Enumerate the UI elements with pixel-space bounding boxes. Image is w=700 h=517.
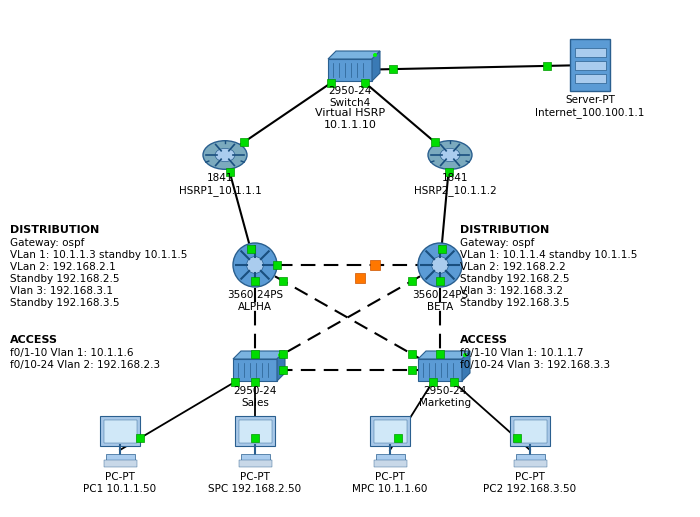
Text: Gateway: ospf: Gateway: ospf (10, 238, 85, 248)
FancyBboxPatch shape (104, 419, 136, 443)
Circle shape (418, 243, 462, 287)
Text: f0/10-24 Vlan 3: 192.168.3.3: f0/10-24 Vlan 3: 192.168.3.3 (460, 360, 610, 370)
Text: ACCESS: ACCESS (10, 335, 58, 345)
Polygon shape (328, 51, 380, 59)
Text: f0/10-24 Vlan 2: 192.168.2.3: f0/10-24 Vlan 2: 192.168.2.3 (10, 360, 160, 370)
Text: 1841
HSRP2_10.1.1.2: 1841 HSRP2_10.1.1.2 (414, 173, 496, 195)
Text: DISTRIBUTION: DISTRIBUTION (460, 225, 550, 235)
Text: Gateway: ospf: Gateway: ospf (460, 238, 534, 248)
FancyBboxPatch shape (575, 48, 606, 56)
Polygon shape (418, 351, 470, 359)
Text: Server-PT
Internet_100.100.1.1: Server-PT Internet_100.100.1.1 (536, 95, 645, 117)
Polygon shape (328, 59, 372, 81)
FancyBboxPatch shape (100, 416, 140, 446)
FancyBboxPatch shape (104, 460, 136, 466)
Text: PC-PT
PC2 192.168.3.50: PC-PT PC2 192.168.3.50 (484, 472, 577, 494)
FancyBboxPatch shape (235, 416, 275, 446)
FancyBboxPatch shape (514, 419, 547, 443)
Text: Vlan 3: 192.168.3.2: Vlan 3: 192.168.3.2 (460, 286, 563, 296)
Circle shape (432, 256, 449, 273)
Text: 3560|24PS
BETA: 3560|24PS BETA (412, 290, 468, 312)
Polygon shape (418, 359, 462, 381)
Text: f0/1-10 Vlan 1: 10.1.1.6: f0/1-10 Vlan 1: 10.1.1.6 (10, 348, 134, 358)
Text: PC-PT
MPC 10.1.1.60: PC-PT MPC 10.1.1.60 (352, 472, 428, 494)
FancyBboxPatch shape (375, 453, 405, 460)
Text: Standby 192.168.3.5: Standby 192.168.3.5 (10, 298, 120, 308)
Text: 1841
HSRP1_10.1.1.1: 1841 HSRP1_10.1.1.1 (178, 173, 261, 195)
FancyBboxPatch shape (106, 453, 134, 460)
Circle shape (246, 256, 263, 273)
Text: Virtual HSRP
10.1.1.10: Virtual HSRP 10.1.1.10 (315, 108, 385, 130)
Text: 2950-24
Switch4: 2950-24 Switch4 (328, 86, 372, 108)
FancyBboxPatch shape (374, 419, 407, 443)
FancyBboxPatch shape (374, 460, 407, 466)
Ellipse shape (215, 148, 235, 162)
Circle shape (278, 353, 282, 357)
Text: VLan 1: 10.1.1.4 standby 10.1.1.5: VLan 1: 10.1.1.4 standby 10.1.1.5 (460, 250, 638, 260)
Ellipse shape (440, 148, 460, 162)
Text: Standby 192.168.2.5: Standby 192.168.2.5 (10, 274, 120, 284)
Text: Standby 192.168.2.5: Standby 192.168.2.5 (460, 274, 570, 284)
Text: VLan 2: 192.168.2.1: VLan 2: 192.168.2.1 (10, 262, 116, 272)
FancyBboxPatch shape (239, 460, 272, 466)
Circle shape (373, 53, 377, 57)
Text: DISTRIBUTION: DISTRIBUTION (10, 225, 99, 235)
Text: 3560|24PS
ALPHA: 3560|24PS ALPHA (227, 290, 283, 312)
Polygon shape (233, 351, 285, 359)
Text: VLan 1: 10.1.1.3 standby 10.1.1.5: VLan 1: 10.1.1.3 standby 10.1.1.5 (10, 250, 188, 260)
FancyBboxPatch shape (510, 416, 550, 446)
FancyBboxPatch shape (514, 460, 547, 466)
Polygon shape (462, 351, 470, 381)
Polygon shape (277, 351, 285, 381)
Text: Vlan 3: 192.168.3.1: Vlan 3: 192.168.3.1 (10, 286, 113, 296)
Text: Standby 192.168.3.5: Standby 192.168.3.5 (460, 298, 570, 308)
Text: VLan 2: 192.168.2.2: VLan 2: 192.168.2.2 (460, 262, 566, 272)
FancyBboxPatch shape (239, 419, 272, 443)
Polygon shape (372, 51, 380, 81)
Circle shape (233, 243, 277, 287)
Circle shape (463, 353, 467, 357)
Text: PC-PT
SPC 192.168.2.50: PC-PT SPC 192.168.2.50 (209, 472, 302, 494)
Polygon shape (233, 359, 277, 381)
FancyBboxPatch shape (570, 39, 610, 91)
Text: 2950-24
Sales: 2950-24 Sales (233, 386, 276, 407)
Text: 2950-24
Marketing: 2950-24 Marketing (419, 386, 471, 407)
Text: f0/1-10 Vlan 1: 10.1.1.7: f0/1-10 Vlan 1: 10.1.1.7 (460, 348, 584, 358)
FancyBboxPatch shape (575, 73, 606, 83)
FancyBboxPatch shape (575, 60, 606, 69)
Text: ACCESS: ACCESS (460, 335, 508, 345)
Ellipse shape (203, 141, 247, 169)
FancyBboxPatch shape (515, 453, 545, 460)
FancyBboxPatch shape (370, 416, 410, 446)
Ellipse shape (428, 141, 472, 169)
Text: PC-PT
PC1 10.1.1.50: PC-PT PC1 10.1.1.50 (83, 472, 157, 494)
FancyBboxPatch shape (241, 453, 270, 460)
